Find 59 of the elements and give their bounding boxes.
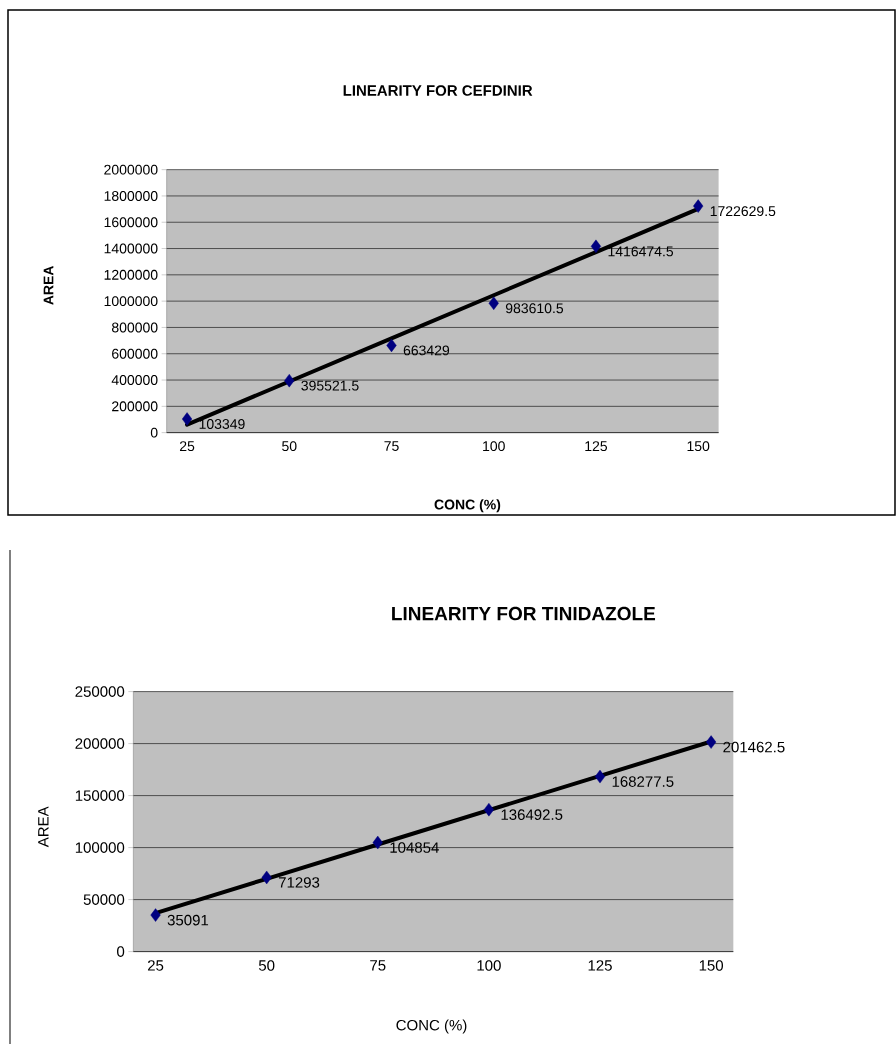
x-tick-label: 150 bbox=[699, 960, 724, 971]
data-label: 1416474.5 bbox=[608, 246, 674, 257]
y-tick-label: 1800000 bbox=[104, 190, 158, 201]
y-tick-label: 600000 bbox=[112, 348, 158, 359]
data-label: 983610.5 bbox=[505, 303, 564, 314]
x-tick-label: 50 bbox=[258, 960, 275, 971]
point bbox=[284, 373, 295, 388]
y-axis-title: AREA bbox=[38, 806, 49, 848]
x-tick-label: 25 bbox=[147, 960, 164, 971]
chart-title: LINEARITY FOR CEFDINIR bbox=[343, 85, 533, 96]
y-tick-label: 50000 bbox=[83, 894, 125, 905]
chart-title: LINEARITY FOR TINIDAZOLE bbox=[392, 606, 656, 621]
y-axis-title: AREA bbox=[43, 265, 54, 305]
data-label: 168277.5 bbox=[612, 776, 674, 787]
x-tick-label: 125 bbox=[585, 441, 608, 452]
point bbox=[488, 296, 499, 310]
point bbox=[594, 769, 606, 784]
y-tick-label: 150000 bbox=[75, 790, 125, 801]
x-tick-label: 75 bbox=[384, 441, 399, 451]
y-tick-label: 1400000 bbox=[104, 243, 158, 254]
point bbox=[706, 735, 717, 749]
y-tick-label: 100000 bbox=[75, 842, 125, 853]
data-label: 201462.5 bbox=[723, 741, 785, 753]
data-label: 103349 bbox=[199, 419, 245, 430]
point bbox=[181, 412, 193, 426]
y-tick-label: 400000 bbox=[111, 375, 158, 385]
point bbox=[386, 338, 397, 353]
data-label: 136492.5 bbox=[501, 809, 563, 820]
x-tick-label: 150 bbox=[687, 441, 710, 452]
point bbox=[261, 870, 272, 885]
point bbox=[693, 199, 704, 213]
data-label: 1722629.5 bbox=[710, 206, 776, 217]
point bbox=[590, 239, 602, 254]
y-tick-label: 1000000 bbox=[104, 296, 158, 307]
data-label: 395521.5 bbox=[301, 380, 359, 391]
point bbox=[372, 835, 383, 850]
x-axis-title: CONC (%) bbox=[434, 499, 501, 513]
y-tick-label: 200000 bbox=[75, 738, 125, 749]
x-tick-label: 100 bbox=[477, 960, 501, 971]
y-tick-label: 250000 bbox=[75, 686, 125, 697]
point bbox=[483, 802, 494, 817]
x-tick-label: 100 bbox=[483, 441, 505, 452]
x-tick-label: 75 bbox=[370, 960, 386, 971]
x-tick-label: 50 bbox=[282, 441, 297, 452]
y-tick-label: 1600000 bbox=[104, 217, 158, 228]
y-tick-label: 0 bbox=[150, 427, 158, 438]
data-label: 104854 bbox=[390, 842, 439, 853]
x-tick-label: 125 bbox=[588, 960, 612, 971]
y-tick-label: 200000 bbox=[112, 401, 158, 412]
y-tick-label: 0 bbox=[117, 946, 125, 957]
data-label: 35091 bbox=[167, 914, 209, 926]
point bbox=[150, 908, 161, 922]
data-label: 663429 bbox=[403, 345, 450, 356]
y-tick-label: 2000000 bbox=[104, 164, 158, 175]
data-label: 71293 bbox=[278, 877, 320, 888]
y-tick-label: 800000 bbox=[111, 322, 158, 333]
x-axis-title: CONC (%) bbox=[396, 1019, 467, 1034]
y-tick-label: 1200000 bbox=[104, 269, 158, 280]
x-tick-label: 25 bbox=[179, 441, 195, 452]
